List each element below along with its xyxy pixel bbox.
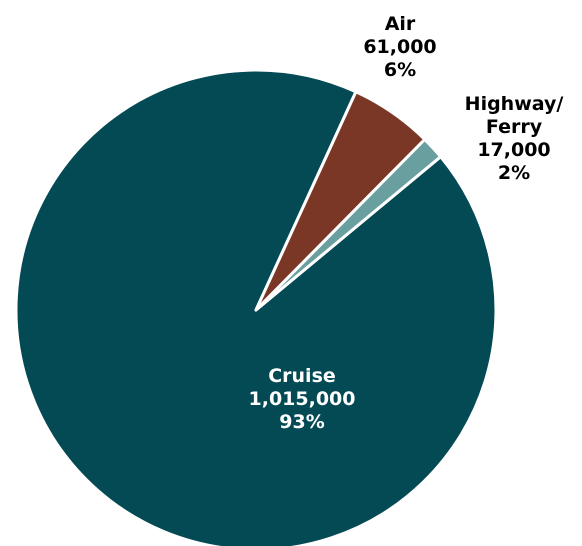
label-highway-ferry: Highway/Ferry 17,000 2% [465, 93, 564, 184]
label-air: Air 61,000 6% [363, 13, 436, 81]
label-highway-ferry-line-3: 17,000 [477, 139, 550, 161]
pie-slices [14, 68, 498, 546]
slice-highway-ferry [254, 137, 443, 312]
label-cruise-line-3: 93% [279, 411, 324, 433]
label-highway-ferry-line-1: Highway/ [465, 93, 564, 115]
label-highway-ferry-line-4: 2% [498, 162, 530, 184]
label-cruise: Cruise 1,015,000 93% [249, 365, 356, 433]
label-highway-ferry-line-2: Ferry [486, 116, 543, 138]
label-air-line-1: Air [385, 13, 416, 35]
label-cruise-line-2: 1,015,000 [249, 388, 356, 410]
label-air-line-2: 61,000 [363, 36, 436, 58]
pie-labels: Air 61,000 6% Highway/Ferry 17,000 2% Cruise 1,… [249, 13, 564, 433]
label-cruise-line-1: Cruise [268, 365, 336, 387]
label-air-line-3: 6% [384, 59, 416, 81]
